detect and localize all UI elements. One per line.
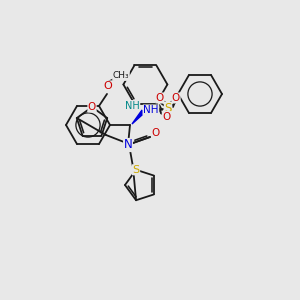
Text: NH: NH	[143, 105, 159, 115]
Text: S: S	[133, 165, 140, 175]
Text: O: O	[172, 93, 180, 103]
Text: N: N	[124, 139, 132, 152]
Text: O: O	[152, 128, 160, 138]
Text: O: O	[103, 81, 112, 91]
Text: O: O	[88, 102, 96, 112]
Text: NH: NH	[125, 100, 140, 110]
Text: O: O	[162, 112, 170, 122]
Text: O: O	[156, 93, 164, 103]
Text: S: S	[164, 103, 172, 116]
Polygon shape	[132, 110, 142, 124]
Text: CH₃: CH₃	[113, 71, 129, 80]
